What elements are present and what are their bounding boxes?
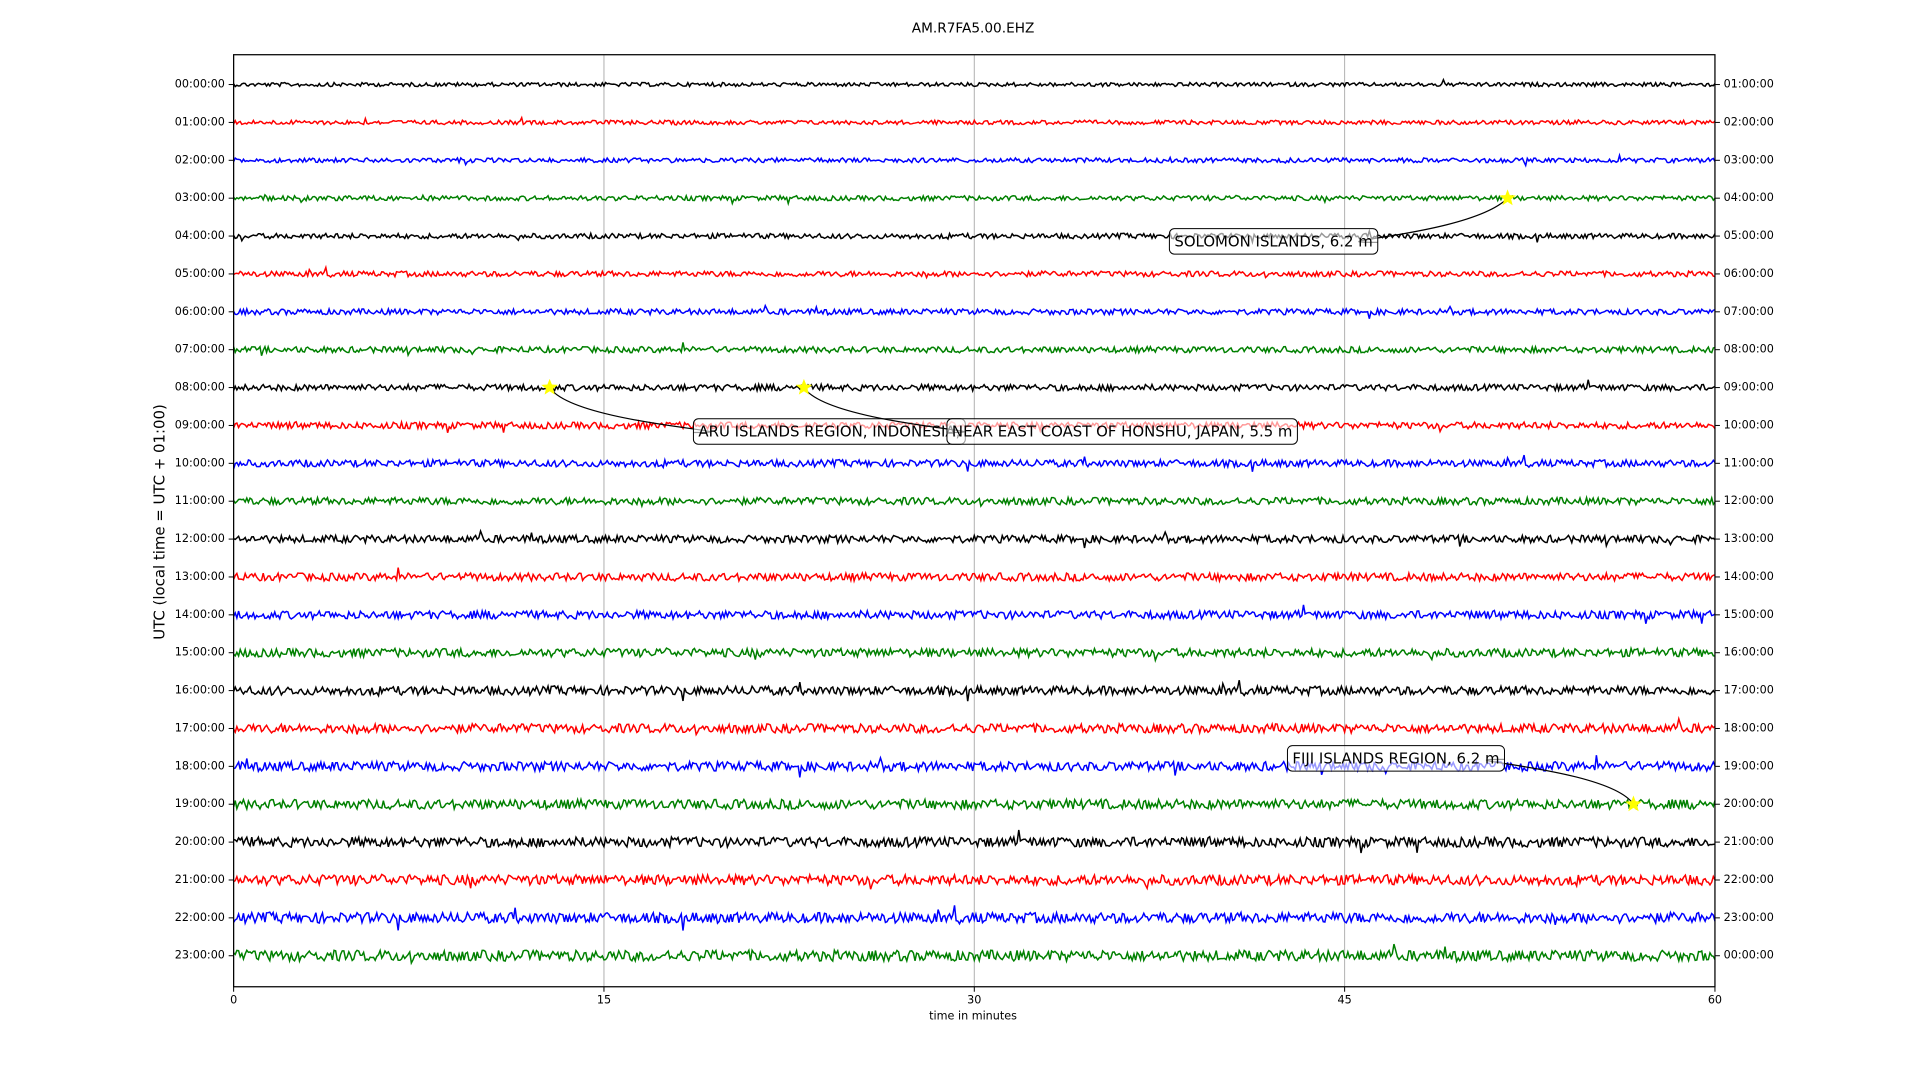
y2-tick-label: 03:00:00: [1724, 153, 1774, 166]
y-axis-label: UTC (local time = UTC + 01:00): [150, 404, 168, 640]
y2-tick-label: 17:00:00: [1724, 684, 1774, 697]
x-tick-label: 45: [1338, 993, 1352, 1006]
trace: [233, 905, 1716, 931]
trace: [233, 943, 1716, 966]
y-tick-label: 01:00:00: [175, 115, 225, 128]
y-tick-label: 17:00:00: [175, 721, 225, 734]
y-tick-label: 22:00:00: [175, 911, 225, 924]
y-tick-label: 09:00:00: [175, 418, 225, 431]
y2-tick-label: 18:00:00: [1724, 721, 1774, 734]
event-marker: [1499, 189, 1516, 206]
y-tick-label: 11:00:00: [175, 494, 225, 507]
y-tick-label: 19:00:00: [175, 797, 225, 810]
y2-tick-label: 16:00:00: [1724, 646, 1774, 659]
y-tick-label: 00:00:00: [175, 78, 225, 91]
y-tick-label: 08:00:00: [175, 381, 225, 394]
y-tick-label: 23:00:00: [175, 949, 225, 962]
trace: [233, 645, 1716, 663]
y-tick-label: 14:00:00: [175, 608, 225, 621]
y-tick-label: 03:00:00: [175, 191, 225, 204]
trace: [233, 528, 1716, 549]
y2-tick-label: 07:00:00: [1724, 305, 1774, 318]
y2-tick-label: 23:00:00: [1724, 911, 1774, 924]
y-tick-label: 06:00:00: [175, 305, 225, 318]
x-tick-label: 15: [597, 993, 611, 1006]
y-tick-label: 20:00:00: [175, 835, 225, 848]
y2-tick-label: 21:00:00: [1724, 835, 1774, 848]
trace: [232, 680, 1716, 702]
trace: [232, 303, 1716, 319]
y2-tick-label: 04:00:00: [1724, 191, 1774, 204]
trace: [232, 228, 1716, 246]
event-marker: [795, 378, 813, 395]
event-label: SOLOMON ISLANDS, 6.2 m: [1174, 232, 1372, 250]
event-label-box: [946, 418, 1298, 445]
y-tick-label: 10:00:00: [175, 456, 225, 469]
y2-tick-label: 20:00:00: [1724, 797, 1774, 810]
event-marker: [541, 378, 558, 395]
trace: [232, 796, 1716, 812]
event-label: NEAR EAST COAST OF HONSHU, JAPAN, 5.5 m: [952, 423, 1293, 441]
event-label: ARU ISLANDS REGION, INDONESIA,: [698, 423, 960, 441]
y2-tick-label: 13:00:00: [1724, 532, 1774, 545]
y-tick-label: 16:00:00: [175, 684, 225, 697]
x-axis-label: time in minutes: [929, 1010, 1017, 1023]
y2-tick-label: 08:00:00: [1724, 343, 1774, 356]
y2-tick-label: 10:00:00: [1724, 418, 1774, 431]
y2-tick-label: 02:00:00: [1724, 115, 1774, 128]
trace: [232, 454, 1716, 472]
y2-tick-label: 22:00:00: [1724, 873, 1774, 886]
x-tick-label: 0: [230, 993, 237, 1006]
y2-tick-label: 00:00:00: [1724, 949, 1774, 962]
y2-tick-label: 12:00:00: [1724, 494, 1774, 507]
chart-title: AM.R7FA5.00.EHZ: [912, 21, 1035, 37]
event-label: FIJI ISLANDS REGION, 6.2 m: [1292, 749, 1499, 767]
y-tick-label: 07:00:00: [175, 343, 225, 356]
y-tick-label: 15:00:00: [175, 646, 225, 659]
trace: [233, 193, 1716, 207]
y2-tick-label: 14:00:00: [1724, 570, 1774, 583]
y2-tick-label: 01:00:00: [1724, 78, 1774, 91]
trace: [233, 871, 1716, 891]
y2-tick-label: 05:00:00: [1724, 229, 1774, 242]
x-tick-label: 60: [1708, 993, 1722, 1006]
trace: [233, 829, 1716, 854]
y-tick-label: 04:00:00: [175, 229, 225, 242]
annotations: SOLOMON ISLANDS, 6.2 m ARU ISLANDS REGION…: [541, 189, 1642, 812]
trace: [232, 77, 1716, 89]
y-tick-label: 05:00:00: [175, 267, 225, 280]
y-tick-label: 02:00:00: [175, 153, 225, 166]
trace: [232, 152, 1716, 168]
y-tick-label: 18:00:00: [175, 759, 225, 772]
trace: [233, 494, 1716, 509]
event-marker: [1625, 795, 1642, 812]
y-tick-label: 12:00:00: [175, 532, 225, 545]
trace: [233, 264, 1716, 280]
trace: [232, 115, 1716, 127]
event-label-box: [1286, 745, 1505, 772]
trace: [232, 379, 1716, 394]
y2-tick-label: 19:00:00: [1724, 759, 1774, 772]
y-tick-label: 21:00:00: [175, 873, 225, 886]
event-label-box: [1168, 228, 1379, 255]
trace: [232, 715, 1716, 737]
x-tick-label: 30: [967, 993, 981, 1006]
trace: [232, 604, 1716, 624]
y2-tick-label: 11:00:00: [1724, 456, 1774, 469]
y2-tick-label: 15:00:00: [1724, 608, 1774, 621]
trace: [232, 342, 1716, 358]
trace: [232, 567, 1716, 584]
y2-tick-label: 09:00:00: [1724, 381, 1774, 394]
y2-tick-label: 06:00:00: [1724, 267, 1774, 280]
y-tick-label: 13:00:00: [175, 570, 225, 583]
